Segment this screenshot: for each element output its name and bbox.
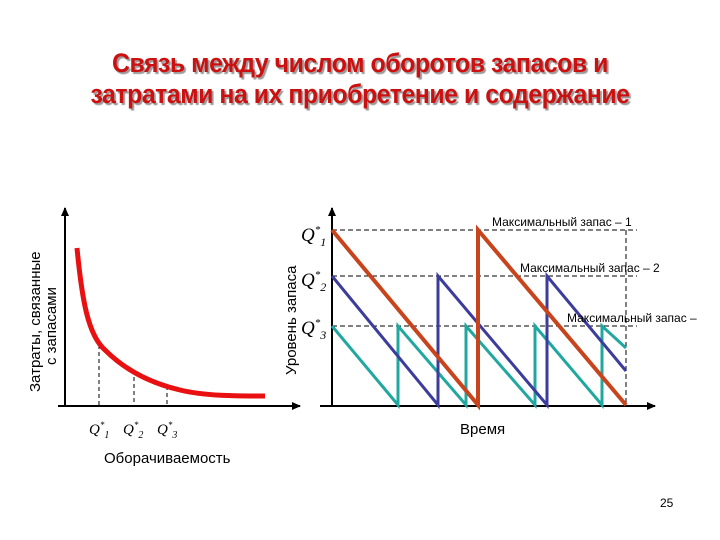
left-y-label-line-2: с запасами [43,287,60,365]
title-line-2: затратами на их приобретение и содержани… [90,79,630,109]
left-diagram: Затраты, связанные с запасами Q*1 Q*2 Q*… [27,207,301,467]
left-y-label-line-1: Затраты, связанные [27,251,44,392]
inventory-line-1 [330,224,628,411]
page-number: 25 [660,496,674,510]
title-line-1: Связь между числом оборотов запасов и [112,48,608,78]
left-q1-label: Q*1 [89,420,109,441]
left-q3-label: Q*3 [157,420,177,441]
max-stock-label-3: Максимальный запас – [567,311,697,325]
left-x-label: Оборачиваемость [104,450,231,467]
right-diagram: Уровень запаса Q*1 Q*2 Q*3 Максимальный … [283,207,697,438]
right-q3-label: Q*3 [301,317,326,342]
max-stock-label-1: Максимальный запас – 1 [492,215,632,229]
max-stock-label-2: Максимальный запас – 2 [520,261,660,275]
inventory-line-2 [330,271,628,410]
slide-title: Связь между числом оборотов запасов и за… [29,48,691,110]
inventory-line-3 [330,321,628,410]
right-q2-label: Q*2 [301,269,326,294]
right-y-label: Уровень запаса [283,265,300,375]
cost-curve [74,247,266,399]
right-q1-label: Q*1 [301,224,326,249]
left-q2-label: Q*2 [123,420,143,441]
right-x-label: Время [460,421,505,438]
